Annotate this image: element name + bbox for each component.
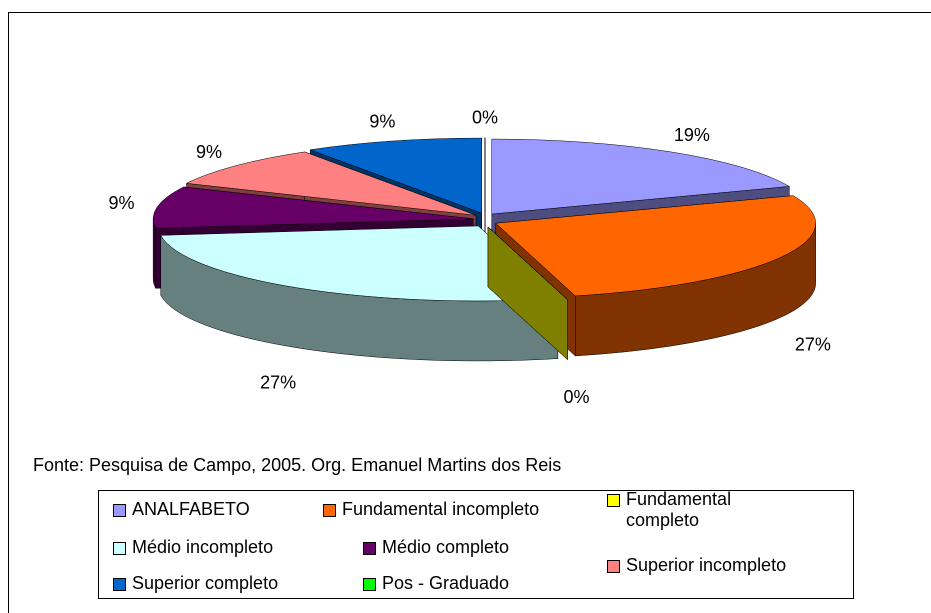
data-label: 0%: [564, 387, 590, 407]
legend-swatch: [363, 542, 376, 555]
chart-frame: [8, 12, 931, 613]
pie-slice: [487, 226, 568, 361]
legend-label: Superior completo: [132, 573, 279, 593]
chart: 19% 27% 0% 27% 9% 9% 9% 0%: [109, 108, 831, 407]
legend-item: ANALFABETO: [113, 499, 250, 520]
data-label: 19%: [674, 125, 710, 145]
legend-item: Pos - Graduado: [363, 573, 509, 594]
source-note: Fonte: Pesquisa de Campo, 2005. Org. Ema…: [33, 455, 562, 475]
legend-label: Pos - Graduado: [382, 573, 510, 593]
data-label: 27%: [260, 372, 296, 392]
legend-label: Fundamental incompleto: [342, 499, 540, 519]
slice-top: [185, 151, 477, 216]
legend-label: Fundamental completo: [626, 489, 732, 530]
legend-swatch: [113, 542, 126, 555]
data-label: 9%: [369, 112, 395, 132]
legend-item: Médio completo: [363, 537, 509, 558]
legend: ANALFABETO Fundamental incompleto Fundamen…: [98, 489, 854, 599]
legend-item: Fundamental completo: [607, 489, 757, 531]
legend-label: ANALFABETO: [132, 499, 250, 519]
legend-label: Médio completo: [382, 537, 510, 557]
legend-swatch: [323, 504, 336, 517]
slice-side: [152, 218, 156, 289]
legend-label: Superior incompleto: [626, 555, 787, 575]
slice-top: [152, 186, 474, 229]
legend-swatch: [607, 560, 620, 573]
page: 19% 27% 0% 27% 9% 9% 9% 0% Fonte: Pesquisa de C…: [8, 12, 931, 613]
legend-item: Superior completo: [113, 573, 278, 594]
slice-top: [491, 138, 791, 215]
data-label: 9%: [196, 142, 222, 162]
slice-top: [160, 225, 559, 302]
legend-swatch: [113, 578, 126, 591]
slice-top: [495, 195, 816, 297]
slice-top: [310, 137, 482, 214]
data-label: 27%: [795, 335, 831, 355]
data-label: 0%: [472, 108, 498, 128]
data-label: 9%: [109, 193, 135, 213]
legend-swatch: [363, 578, 376, 591]
legend-label: Médio incompleto: [132, 537, 274, 557]
legend-item: Fundamental incompleto: [323, 499, 539, 520]
legend-item: Médio incompleto: [113, 537, 273, 558]
legend-item: Superior incompleto: [607, 555, 786, 576]
legend-swatch: [113, 504, 126, 517]
legend-swatch: [607, 494, 620, 507]
